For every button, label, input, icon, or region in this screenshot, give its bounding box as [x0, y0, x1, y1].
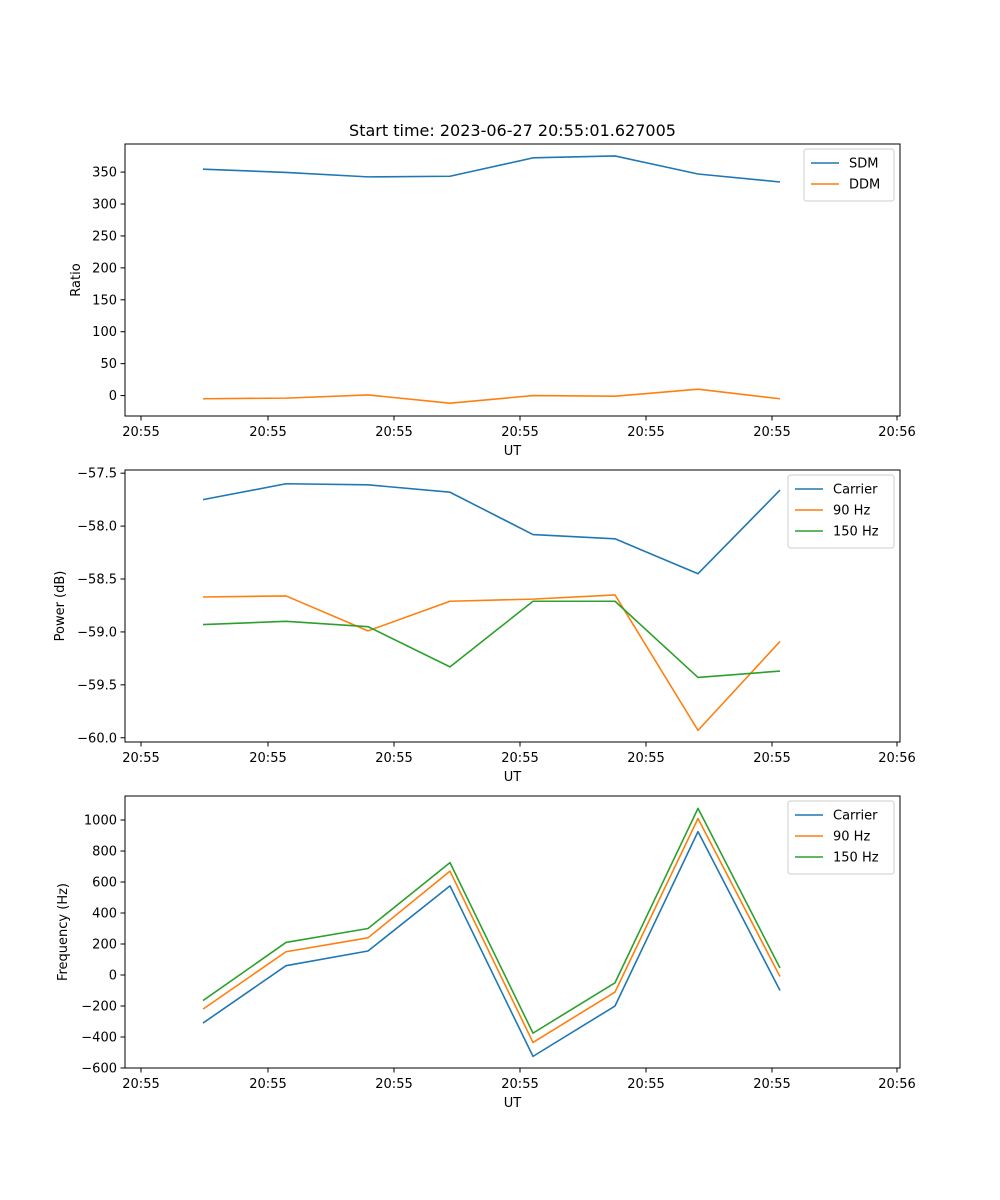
y-tick-label: 150 — [92, 293, 117, 308]
legend-label: Carrier — [833, 483, 878, 498]
x-tick-label: 20:55 — [122, 1077, 159, 1092]
y-tick-label: 800 — [92, 845, 117, 860]
series-line-sdm — [202, 155, 781, 183]
y-axis-label: Ratio — [69, 263, 84, 296]
x-tick-label: 20:55 — [501, 1077, 538, 1092]
series-line-ddm — [202, 388, 781, 405]
y-tick-label: −58.5 — [77, 573, 117, 588]
y-tick-label: −58.0 — [77, 520, 117, 535]
plot-area-frame — [124, 795, 901, 1069]
series-line-90-hz — [202, 594, 781, 732]
y-tick-label: 350 — [92, 166, 117, 181]
x-tick-label: 20:55 — [249, 751, 286, 766]
y-tick-label: −57.5 — [77, 467, 117, 482]
series-line-150-hz — [202, 807, 781, 1034]
y-tick-label: 50 — [100, 357, 117, 372]
y-tick-label: 400 — [92, 907, 117, 922]
y-tick-label: −59.0 — [77, 625, 117, 640]
x-axis-label: UT — [504, 444, 522, 459]
x-tick-label: 20:55 — [375, 1077, 412, 1092]
legend-label: 150 Hz — [833, 525, 879, 540]
x-tick-label: 20:55 — [627, 425, 664, 440]
x-tick-label: 20:55 — [122, 425, 159, 440]
legend-label: 90 Hz — [833, 830, 870, 845]
y-tick-label: −200 — [81, 1000, 117, 1015]
series-line-150-hz — [202, 600, 781, 679]
x-tick-label: 20:55 — [627, 751, 664, 766]
x-tick-label: 20:55 — [627, 1077, 664, 1092]
x-tick-label: 20:55 — [122, 751, 159, 766]
ratio-panel: 20:55 20:55 20:55 20:55 20:55 20:55 20:56 0 50 10… — [69, 143, 916, 459]
y-tick-label: 1000 — [84, 814, 117, 829]
x-tick-label: 20:56 — [878, 751, 915, 766]
x-tick-label: 20:55 — [375, 425, 412, 440]
x-axis-label: UT — [504, 1096, 522, 1111]
legend-label: 90 Hz — [833, 504, 870, 519]
x-tick-label: 20:56 — [878, 425, 915, 440]
legend: Carrier 90 Hz 150 Hz — [787, 800, 895, 875]
series-line-90-hz — [202, 817, 781, 1044]
series-line-carrier — [202, 482, 781, 575]
y-axis-label: Power (dB) — [53, 571, 68, 642]
legend-label: DDM — [849, 178, 880, 193]
y-axis-label: Frequency (Hz) — [56, 883, 71, 981]
y-tick-label: −59.5 — [77, 678, 117, 693]
y-tick-label: 250 — [92, 229, 117, 244]
legend: SDM DDM — [803, 148, 895, 202]
x-tick-label: 20:55 — [501, 425, 538, 440]
x-tick-label: 20:55 — [501, 751, 538, 766]
y-tick-label: 300 — [92, 198, 117, 213]
y-tick-label: 0 — [109, 969, 117, 984]
legend-box — [787, 474, 895, 549]
plot-area-frame — [124, 469, 901, 743]
legend-label: Carrier — [833, 809, 878, 824]
chart-title: Start time: 2023-06-27 20:55:01.627005 — [349, 121, 676, 140]
series-line-carrier — [202, 830, 781, 1058]
legend-box — [803, 148, 895, 202]
legend-label: SDM — [849, 157, 878, 172]
legend-box — [787, 800, 895, 875]
x-tick-label: 20:55 — [249, 425, 286, 440]
y-tick-label: 100 — [92, 325, 117, 340]
y-tick-label: 200 — [92, 938, 117, 953]
x-tick-label: 20:55 — [753, 1077, 790, 1092]
power-panel: 20:55 20:55 20:55 20:55 20:55 20:55 20:56 −57.5… — [53, 467, 916, 785]
y-tick-label: 0 — [109, 389, 117, 404]
y-tick-label: −400 — [81, 1031, 117, 1046]
y-tick-label: 200 — [92, 261, 117, 276]
y-tick-label: −600 — [81, 1062, 117, 1077]
plot-area-frame — [124, 143, 901, 417]
x-tick-label: 20:55 — [375, 751, 412, 766]
legend-label: 150 Hz — [833, 851, 879, 866]
x-tick-label: 20:56 — [878, 1077, 915, 1092]
x-axis-label: UT — [504, 770, 522, 785]
y-tick-label: −60.0 — [77, 731, 117, 746]
x-tick-label: 20:55 — [753, 751, 790, 766]
frequency-panel: 20:55 20:55 20:55 20:55 20:55 20:55 20:56 −600 −… — [56, 795, 916, 1111]
legend: Carrier 90 Hz 150 Hz — [787, 474, 895, 549]
y-tick-label: 600 — [92, 876, 117, 891]
x-tick-label: 20:55 — [249, 1077, 286, 1092]
x-tick-label: 20:55 — [753, 425, 790, 440]
